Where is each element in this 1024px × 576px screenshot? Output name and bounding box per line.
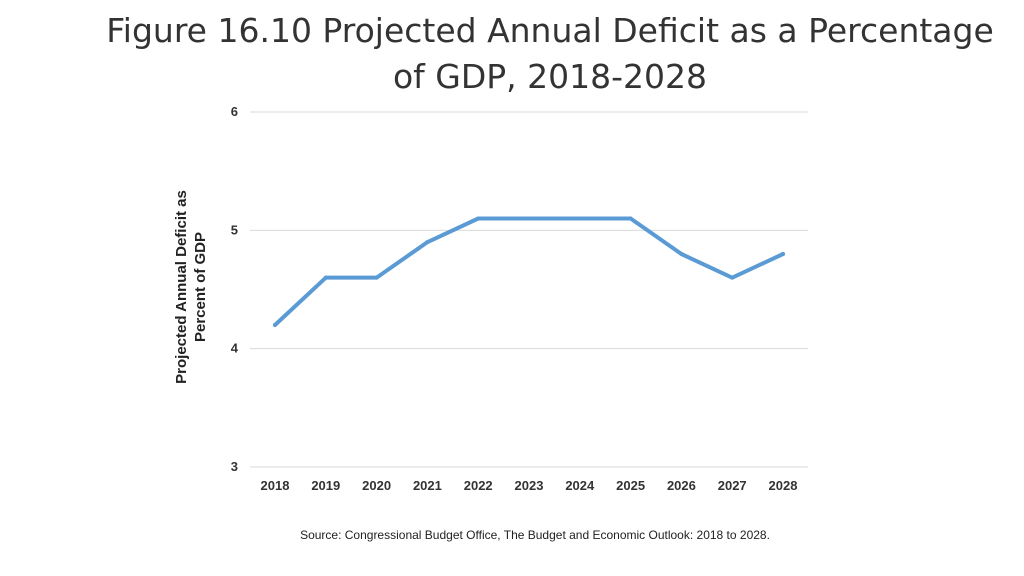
x-tick-label: 2021 (413, 478, 442, 493)
source-note: Source: Congressional Budget Office, The… (300, 528, 770, 542)
data-point (781, 252, 785, 256)
data-point (628, 216, 633, 221)
y-tick-label: 5 (231, 222, 238, 237)
data-point (577, 216, 582, 221)
y-axis-ticks: 3 4 5 6 (231, 104, 239, 474)
data-point (476, 216, 481, 221)
series-line (273, 216, 785, 327)
data-point (374, 275, 379, 280)
x-axis-ticks: 2018 2019 2020 2021 2022 2023 2024 2025 2026 2027… (261, 478, 798, 493)
x-tick-label: 2027 (718, 478, 747, 493)
data-point (273, 323, 277, 327)
y-tick-label: 3 (231, 459, 238, 474)
grid-lines (250, 111, 808, 468)
y-tick-label: 6 (231, 104, 238, 119)
x-tick-label: 2019 (311, 478, 340, 493)
data-point (730, 275, 735, 280)
data-point (527, 216, 531, 221)
x-tick-label: 2026 (667, 478, 696, 493)
data-point (323, 275, 328, 280)
x-tick-label: 2020 (362, 478, 391, 493)
x-tick-label: 2024 (565, 478, 595, 493)
series-line-0 (273, 216, 785, 327)
x-tick-label: 2028 (769, 478, 798, 493)
x-tick-label: 2022 (464, 478, 493, 493)
x-tick-label: 2023 (515, 478, 544, 493)
x-tick-label: 2018 (261, 478, 290, 493)
y-axis-title: Projected Annual Deficit as Percent of G… (173, 190, 209, 384)
y-axis-title-line-1: Projected Annual Deficit as (173, 190, 190, 384)
data-point (425, 240, 430, 245)
y-axis-title-line-2: Percent of GDP (192, 232, 209, 342)
slide-title: Figure 16.10 Projected Annual Deficit as… (106, 11, 994, 96)
y-tick-label: 4 (231, 341, 239, 356)
x-tick-label: 2025 (616, 478, 645, 493)
data-point (679, 252, 684, 256)
